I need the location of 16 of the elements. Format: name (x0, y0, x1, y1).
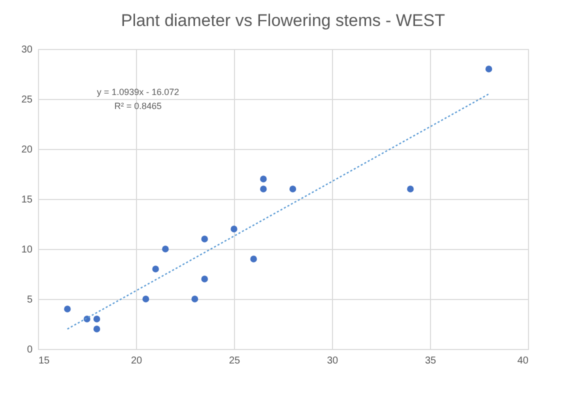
y-tick-label: 0 (26, 344, 33, 356)
y-tick-label: 10 (21, 244, 33, 256)
x-tick-label: 20 (130, 356, 142, 366)
x-tick-label: 30 (326, 356, 338, 366)
x-tick-label: 25 (228, 356, 240, 366)
annotation: R² = 0.8465 (114, 101, 162, 111)
y-tick-label: 5 (26, 294, 33, 306)
x-tick-label: 40 (517, 356, 529, 366)
x-tick-label: 35 (424, 356, 436, 366)
x-tick-label: 15 (38, 356, 50, 366)
chart-title: Plant diameter vs Flowering stems - WEST (120, 11, 446, 30)
annotation: y = 1.0939x - 16.072 (96, 87, 180, 97)
y-tick-label: 25 (21, 94, 33, 106)
y-tick-label: 20 (21, 144, 33, 156)
y-tick-label: 30 (21, 44, 33, 56)
y-tick-label: 15 (21, 194, 33, 206)
